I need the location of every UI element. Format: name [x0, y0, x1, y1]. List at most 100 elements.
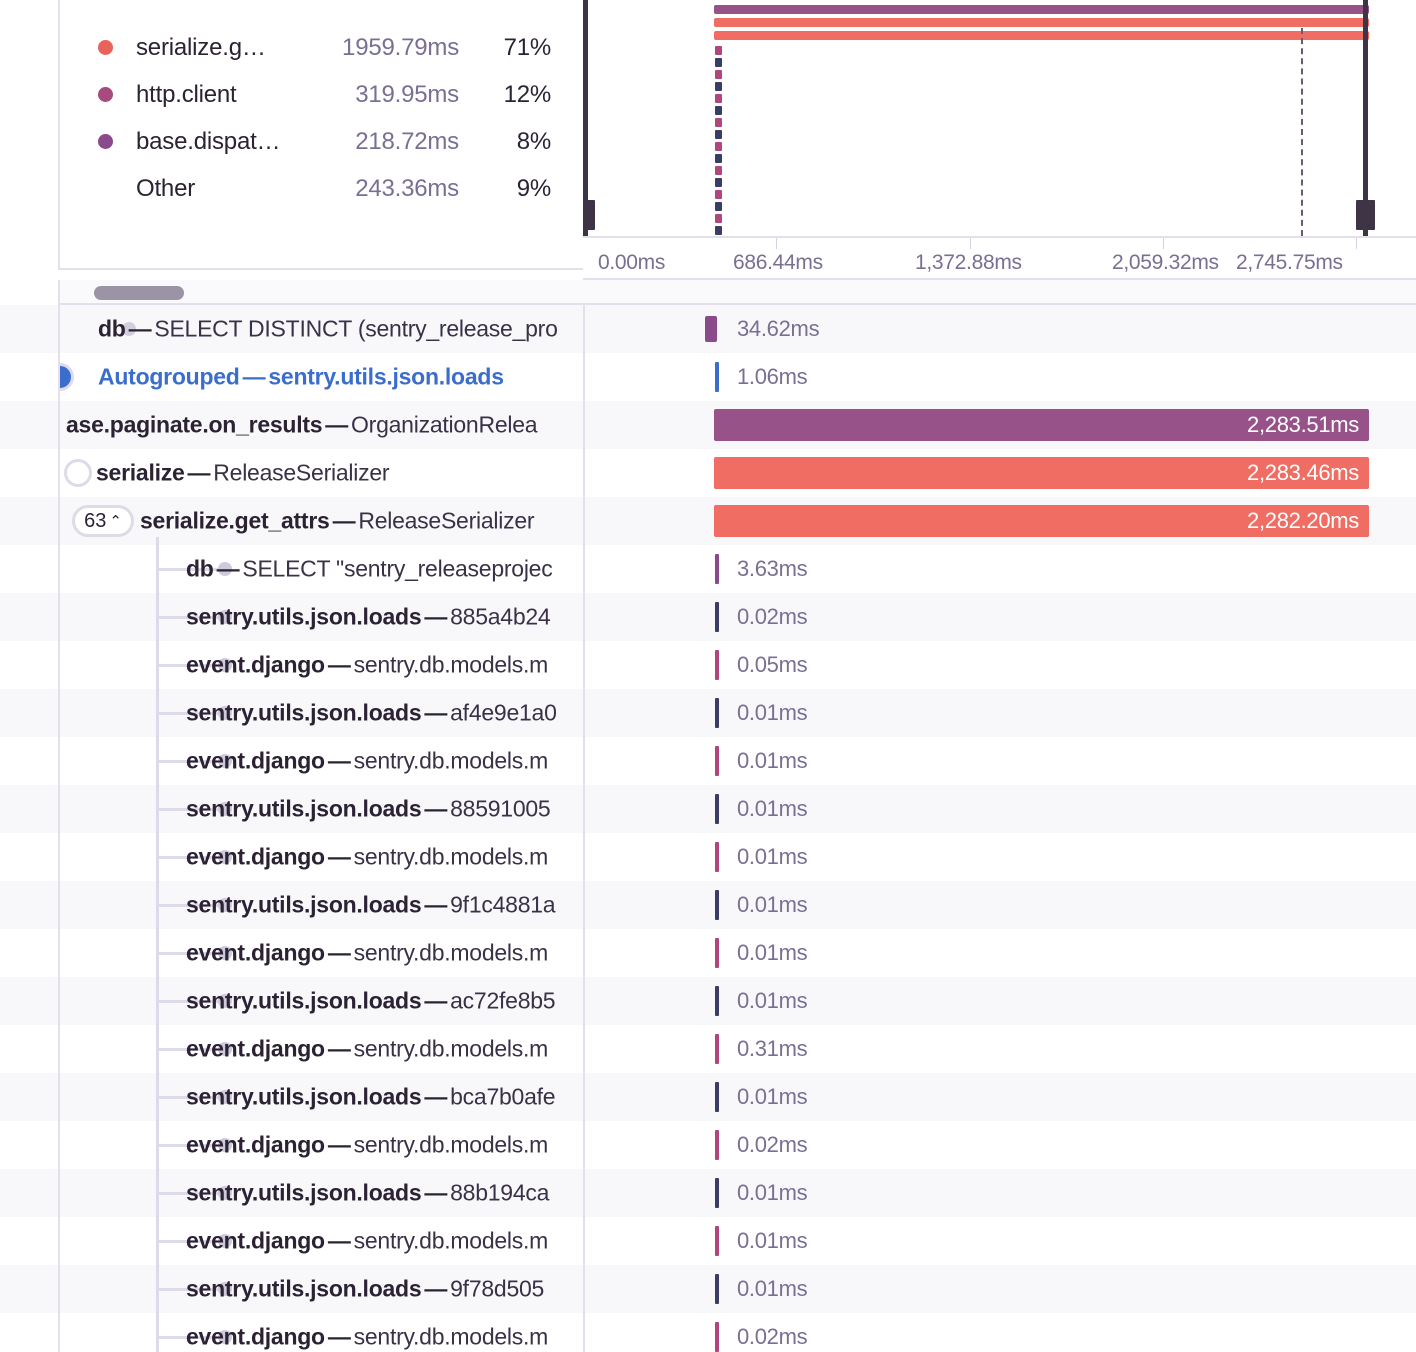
span-duration-bar[interactable]: 2,283.51ms	[714, 409, 1369, 441]
span-row-label-cell[interactable]: serialize — ReleaseSerializer	[58, 449, 583, 497]
span-row[interactable]: sentry.utils.json.loads —88591005 0.01ms	[0, 785, 1416, 833]
span-duration-bar[interactable]	[715, 1130, 719, 1160]
legend-row[interactable]: serialize.g… 1959.79ms 71%	[60, 24, 583, 71]
trace-minimap[interactable]	[583, 0, 1416, 236]
tree-node-dot[interactable]	[218, 802, 232, 816]
span-row[interactable]: event.django — sentry.db.models.m 0.02ms	[0, 1313, 1416, 1352]
span-duration-bar[interactable]	[715, 1274, 719, 1304]
legend-row[interactable]: Other 243.36ms 9%	[60, 165, 583, 212]
span-row-label-cell[interactable]: sentry.utils.json.loads — af4e9e1a0	[58, 689, 583, 737]
span-row[interactable]: 63 ⌃ serialize.get_attrs — ReleaseSerializer…	[0, 497, 1416, 545]
span-row-bar-cell[interactable]: 2,283.51ms	[583, 401, 1416, 449]
tree-node-dot[interactable]	[218, 562, 232, 576]
span-row[interactable]: event.django — sentry.db.models.m 0.02ms	[0, 1121, 1416, 1169]
tree-node-dot[interactable]	[218, 994, 232, 1008]
span-row[interactable]: sentry.utils.json.loads — bca7b0afe 0.01ms	[0, 1073, 1416, 1121]
span-duration-bar[interactable]	[715, 1322, 719, 1352]
span-row-label-cell[interactable]: 63 ⌃ serialize.get_attrs — ReleaseSerializer	[58, 497, 583, 545]
span-duration-bar[interactable]	[715, 602, 719, 632]
span-row-label-cell[interactable]: sentry.utils.json.loads —9f1c4881a	[58, 881, 583, 929]
span-row-bar-cell[interactable]: 3.63ms	[583, 545, 1416, 593]
span-row[interactable]: serialize — ReleaseSerializer 2,283.46ms	[0, 449, 1416, 497]
span-duration-bar[interactable]	[715, 1034, 719, 1064]
span-row[interactable]: ase.paginate.on_results — OrganizationRele…	[0, 401, 1416, 449]
tree-node-dot[interactable]	[218, 1330, 232, 1344]
span-duration-bar[interactable]	[715, 890, 719, 920]
span-row-label-cell[interactable]: sentry.utils.json.loads — ac72fe8b5	[58, 977, 583, 1025]
legend-row[interactable]: base.dispat… 218.72ms 8%	[60, 118, 583, 165]
span-row-bar-cell[interactable]: 0.02ms	[583, 1121, 1416, 1169]
span-row-label-cell[interactable]: event.django — sentry.db.models.m	[58, 1121, 583, 1169]
column-resize-strip[interactable]	[58, 280, 583, 305]
tree-node-dot[interactable]	[218, 1138, 232, 1152]
span-row-bar-cell[interactable]: 0.05ms	[583, 641, 1416, 689]
tree-node-dot[interactable]	[218, 850, 232, 864]
span-row-label-cell[interactable]: db — SELECT DISTINCT (sentry_release_pro	[58, 305, 583, 353]
child-count-badge[interactable]: 63 ⌃	[72, 505, 134, 537]
span-row-label-cell[interactable]: ase.paginate.on_results — OrganizationRele…	[58, 401, 583, 449]
minimap-window-right-edge[interactable]	[1363, 0, 1368, 236]
tree-node-dot[interactable]	[218, 1234, 232, 1248]
span-duration-bar[interactable]	[715, 554, 719, 584]
autogroup-toggle-icon[interactable]	[60, 363, 74, 391]
span-row-label-cell[interactable]: sentry.utils.json.loads —9f78d505	[58, 1265, 583, 1313]
span-row-bar-cell[interactable]: 0.02ms	[583, 1313, 1416, 1352]
span-row[interactable]: event.django — sentry.db.models.m 0.31ms	[0, 1025, 1416, 1073]
span-row-label-cell[interactable]: sentry.utils.json.loads —88b194ca	[58, 1169, 583, 1217]
tree-node-dot[interactable]	[218, 706, 232, 720]
span-row-bar-cell[interactable]: 0.01ms	[583, 1169, 1416, 1217]
span-duration-bar[interactable]: 2,283.46ms	[714, 457, 1369, 489]
minimap-window-left-handle[interactable]	[583, 200, 595, 230]
span-row-bar-cell[interactable]: 34.62ms	[583, 305, 1416, 353]
span-row-bar-cell[interactable]: 0.02ms	[583, 593, 1416, 641]
span-row-label-cell[interactable]: event.django — sentry.db.models.m	[58, 1313, 583, 1352]
span-duration-bar[interactable]	[715, 1082, 719, 1112]
tree-node-dot[interactable]	[218, 1282, 232, 1296]
tree-node-dot[interactable]	[218, 1090, 232, 1104]
span-duration-bar[interactable]	[715, 362, 719, 392]
span-duration-bar[interactable]	[715, 938, 719, 968]
span-row[interactable]: sentry.utils.json.loads — af4e9e1a0 0.01ms	[0, 689, 1416, 737]
span-row-bar-cell[interactable]: 2,283.46ms	[583, 449, 1416, 497]
tree-node-dot[interactable]	[218, 898, 232, 912]
span-row[interactable]: db — SELECT "sentry_releaseprojec 3.63ms	[0, 545, 1416, 593]
span-row-bar-cell[interactable]: 1.06ms	[583, 353, 1416, 401]
span-duration-bar[interactable]	[715, 1178, 719, 1208]
span-duration-bar[interactable]	[715, 698, 719, 728]
span-row-bar-cell[interactable]: 0.01ms	[583, 1265, 1416, 1313]
minimap-window-right-handle[interactable]	[1356, 200, 1375, 230]
span-duration-bar[interactable]: 2,282.20ms	[714, 505, 1369, 537]
span-row[interactable]: sentry.utils.json.loads — ac72fe8b5 0.01ms	[0, 977, 1416, 1025]
column-resize-handle[interactable]	[94, 286, 184, 300]
tree-node-dot[interactable]	[122, 322, 136, 336]
tree-node-dot[interactable]	[218, 1042, 232, 1056]
span-duration-bar[interactable]	[715, 794, 719, 824]
span-row-bar-cell[interactable]: 0.01ms	[583, 833, 1416, 881]
span-duration-bar[interactable]	[715, 842, 719, 872]
span-row-label-cell[interactable]: event.django — sentry.db.models.m	[58, 737, 583, 785]
span-row[interactable]: sentry.utils.json.loads —885a4b24 0.02ms	[0, 593, 1416, 641]
tree-node-dot[interactable]	[218, 946, 232, 960]
span-row-label-cell[interactable]: event.django — sentry.db.models.m	[58, 929, 583, 977]
span-duration-bar[interactable]	[715, 746, 719, 776]
span-row-label-cell[interactable]: event.django — sentry.db.models.m	[58, 1217, 583, 1265]
tree-node-dot[interactable]	[218, 1186, 232, 1200]
span-duration-bar[interactable]	[705, 316, 717, 342]
span-duration-bar[interactable]	[715, 986, 719, 1016]
span-row[interactable]: event.django — sentry.db.models.m 0.01ms	[0, 1217, 1416, 1265]
tree-node-dot[interactable]	[218, 754, 232, 768]
tree-node-dot[interactable]	[218, 658, 232, 672]
span-row-label-cell[interactable]: event.django — sentry.db.models.m	[58, 641, 583, 689]
span-duration-bar[interactable]	[715, 1226, 719, 1256]
span-row-bar-cell[interactable]: 2,282.20ms	[583, 497, 1416, 545]
span-row[interactable]: sentry.utils.json.loads —9f1c4881a 0.01ms	[0, 881, 1416, 929]
span-row[interactable]: event.django — sentry.db.models.m 0.01ms	[0, 833, 1416, 881]
span-row[interactable]: Autogrouped — sentry.utils.json.loads 1.06m…	[0, 353, 1416, 401]
span-row-label-cell[interactable]: sentry.utils.json.loads —88591005	[58, 785, 583, 833]
span-row-bar-cell[interactable]: 0.01ms	[583, 737, 1416, 785]
span-row-bar-cell[interactable]: 0.01ms	[583, 1217, 1416, 1265]
span-row[interactable]: sentry.utils.json.loads —88b194ca 0.01ms	[0, 1169, 1416, 1217]
tree-node-dot[interactable]	[218, 610, 232, 624]
span-row-label-cell[interactable]: sentry.utils.json.loads —885a4b24	[58, 593, 583, 641]
span-row-bar-cell[interactable]: 0.31ms	[583, 1025, 1416, 1073]
